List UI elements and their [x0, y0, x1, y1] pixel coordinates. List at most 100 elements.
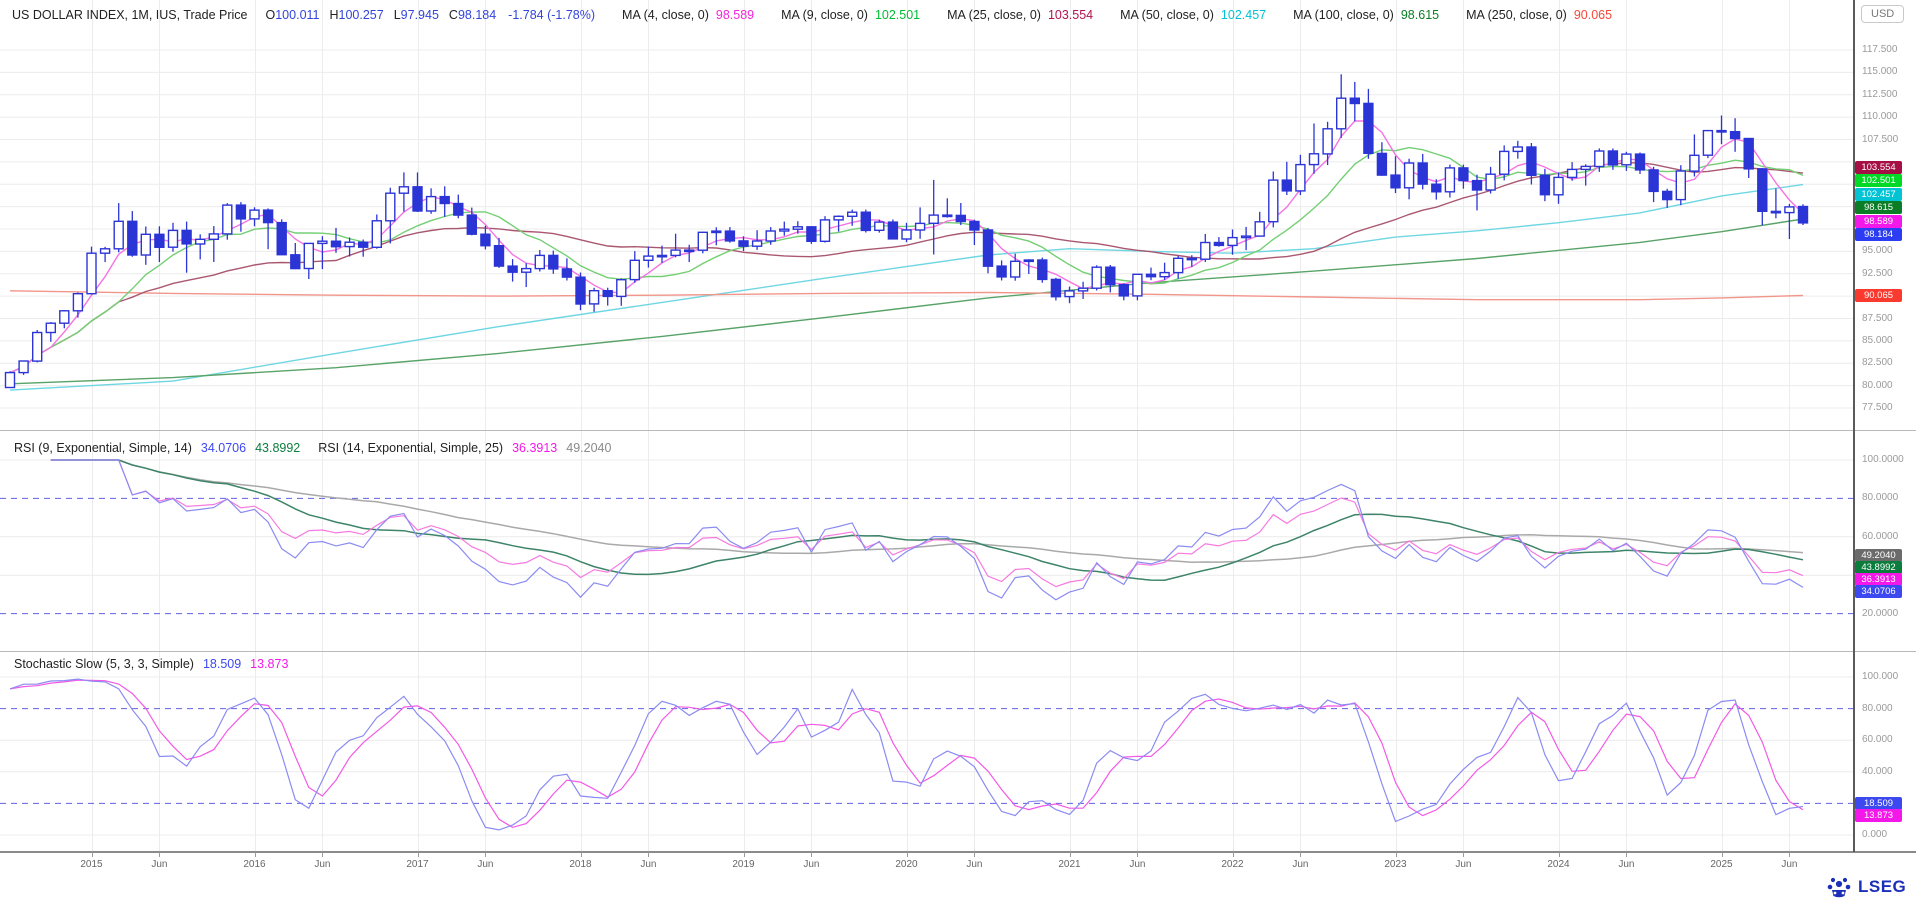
axis-tick-label: 110.000	[1862, 111, 1898, 123]
gridline-vertical	[906, 0, 908, 852]
gridline-vertical	[580, 0, 582, 852]
time-tick-label: Jun	[803, 859, 820, 870]
time-tick-label: 2018	[569, 859, 592, 870]
price-value-badge: 102.501	[1855, 174, 1902, 188]
time-tick	[1463, 852, 1465, 857]
rsi-legend-group[interactable]: RSI (14, Exponential, Simple, 25) 36.3913…	[318, 441, 612, 455]
gridline-vertical	[1137, 0, 1139, 852]
ma-legend-items: MA (4, close, 0) 98.589 MA (9, close, 0) 10…	[595, 8, 1612, 22]
time-tick	[1232, 852, 1234, 857]
instrument-title[interactable]: US DOLLAR INDEX, 1M, IUS, Trade Price	[12, 8, 248, 22]
time-tick-label: Jun	[314, 859, 331, 870]
axis-tick-label: 87.500	[1862, 312, 1893, 324]
gridline-vertical	[254, 0, 256, 852]
axis-tick-label: 60.000	[1862, 734, 1893, 746]
gridline-vertical	[1463, 0, 1465, 852]
rsi-panel-chart[interactable]	[0, 431, 1853, 652]
price-value-badge: 98.589	[1855, 214, 1902, 228]
gridline-vertical	[974, 0, 976, 852]
time-tick-label: 2023	[1384, 859, 1407, 870]
time-tick	[1721, 852, 1723, 857]
price-value-badge: 90.065	[1855, 289, 1902, 303]
time-tick-label: Jun	[1618, 859, 1635, 870]
lseg-logo: LSEG	[1826, 876, 1906, 898]
gridline-vertical	[1558, 0, 1560, 852]
ma-legend-item[interactable]: MA (9, close, 0) 102.501	[781, 8, 921, 22]
gridline-vertical	[743, 0, 745, 852]
net-change: -1.784 (-1.78%)	[508, 8, 596, 22]
time-tick-label: 2024	[1547, 859, 1570, 870]
time-tick	[1069, 852, 1071, 857]
stochastic-panel-chart[interactable]	[0, 652, 1853, 852]
time-tick	[1300, 852, 1302, 857]
price-value-badge: 34.0706	[1855, 584, 1902, 598]
ma-legend-item[interactable]: MA (250, close, 0) 90.065	[1466, 8, 1613, 22]
time-tick	[1558, 852, 1560, 857]
axis-tick-label: 0.000	[1862, 829, 1888, 840]
gridline-vertical	[322, 0, 324, 852]
gridline-vertical	[1626, 0, 1628, 852]
axis-tick-label: 85.000	[1862, 334, 1893, 346]
ohlc-c: C98.184	[448, 8, 497, 22]
price-axis-line	[1853, 0, 1855, 852]
ma-legend-item[interactable]: MA (25, close, 0) 103.554	[947, 8, 1094, 22]
time-tick	[322, 852, 324, 857]
time-tick-label: 2019	[732, 859, 755, 870]
time-axis: 2015 Jun 2016 Jun 2017 Jun 2018 Jun 2019 Jun 2020 J…	[0, 852, 1916, 876]
axis-tick-label: 80.0000	[1862, 492, 1899, 504]
stochastic-legend: Stochastic Slow (5, 3, 3, Simple) 18.509 1…	[14, 657, 288, 671]
time-tick-label: 2015	[80, 859, 103, 870]
time-tick	[91, 852, 93, 857]
time-tick-label: Jun	[966, 859, 983, 870]
price-value-badge: 98.184	[1855, 228, 1902, 242]
price-value-badge: 102.457	[1855, 187, 1902, 201]
time-tick	[811, 852, 813, 857]
ma-legend-item[interactable]: MA (4, close, 0) 98.589	[622, 8, 755, 22]
price-value-badge: 49.2040	[1855, 548, 1902, 562]
time-tick	[906, 852, 908, 857]
time-tick	[1789, 852, 1791, 857]
currency-selector[interactable]: USD	[1861, 5, 1905, 23]
time-tick	[580, 852, 582, 857]
time-tick-label: 2017	[406, 859, 429, 870]
axis-tick-label: 80.000	[1862, 702, 1893, 714]
stochastic-value: 13.873	[250, 657, 289, 671]
time-tick	[743, 852, 745, 857]
stochastic-label[interactable]: Stochastic Slow (5, 3, 3, Simple)	[14, 657, 194, 671]
gridline-vertical	[811, 0, 813, 852]
time-tick-label: 2025	[1710, 859, 1733, 870]
rsi-legend-group[interactable]: RSI (9, Exponential, Simple, 14) 34.0706 4…	[14, 441, 301, 455]
time-tick	[974, 852, 976, 857]
axis-tick-label: 77.500	[1862, 402, 1893, 413]
axis-tick-label: 92.500	[1862, 267, 1893, 279]
main-legend: US DOLLAR INDEX, 1M, IUS, Trade Price O10…	[12, 8, 1612, 22]
time-tick	[485, 852, 487, 857]
time-tick	[417, 852, 419, 857]
time-tick	[159, 852, 161, 857]
time-tick	[1395, 852, 1397, 857]
gridline-vertical	[1789, 0, 1791, 852]
price-value-badge: 103.554	[1855, 160, 1902, 174]
gridline-vertical	[1069, 0, 1071, 852]
gridline-vertical	[648, 0, 650, 852]
gridline-vertical	[1721, 0, 1723, 852]
time-tick-label: Jun	[1455, 859, 1472, 870]
time-tick-label: 2020	[895, 859, 918, 870]
stochastic-values: 18.509 13.873	[194, 657, 288, 671]
axis-tick-label: 100.0000	[1862, 454, 1904, 465]
gridline-vertical	[1300, 0, 1302, 852]
main-price-chart[interactable]	[0, 0, 1853, 431]
price-value-badge: 13.873	[1855, 808, 1902, 822]
time-tick	[254, 852, 256, 857]
time-tick-label: 2022	[1221, 859, 1244, 870]
axis-tick-label: 107.500	[1862, 133, 1899, 145]
gridline-vertical	[159, 0, 161, 852]
gridline-vertical	[1395, 0, 1397, 852]
time-tick-label: Jun	[477, 859, 494, 870]
ma-legend-item[interactable]: MA (50, close, 0) 102.457	[1120, 8, 1267, 22]
ma-legend-item[interactable]: MA (100, close, 0) 98.615	[1293, 8, 1440, 22]
axis-tick-label: 20.0000	[1862, 607, 1899, 619]
axis-tick-label: 40.000	[1862, 765, 1893, 777]
time-tick-label: Jun	[1292, 859, 1309, 870]
time-tick-label: 2021	[1058, 859, 1081, 870]
